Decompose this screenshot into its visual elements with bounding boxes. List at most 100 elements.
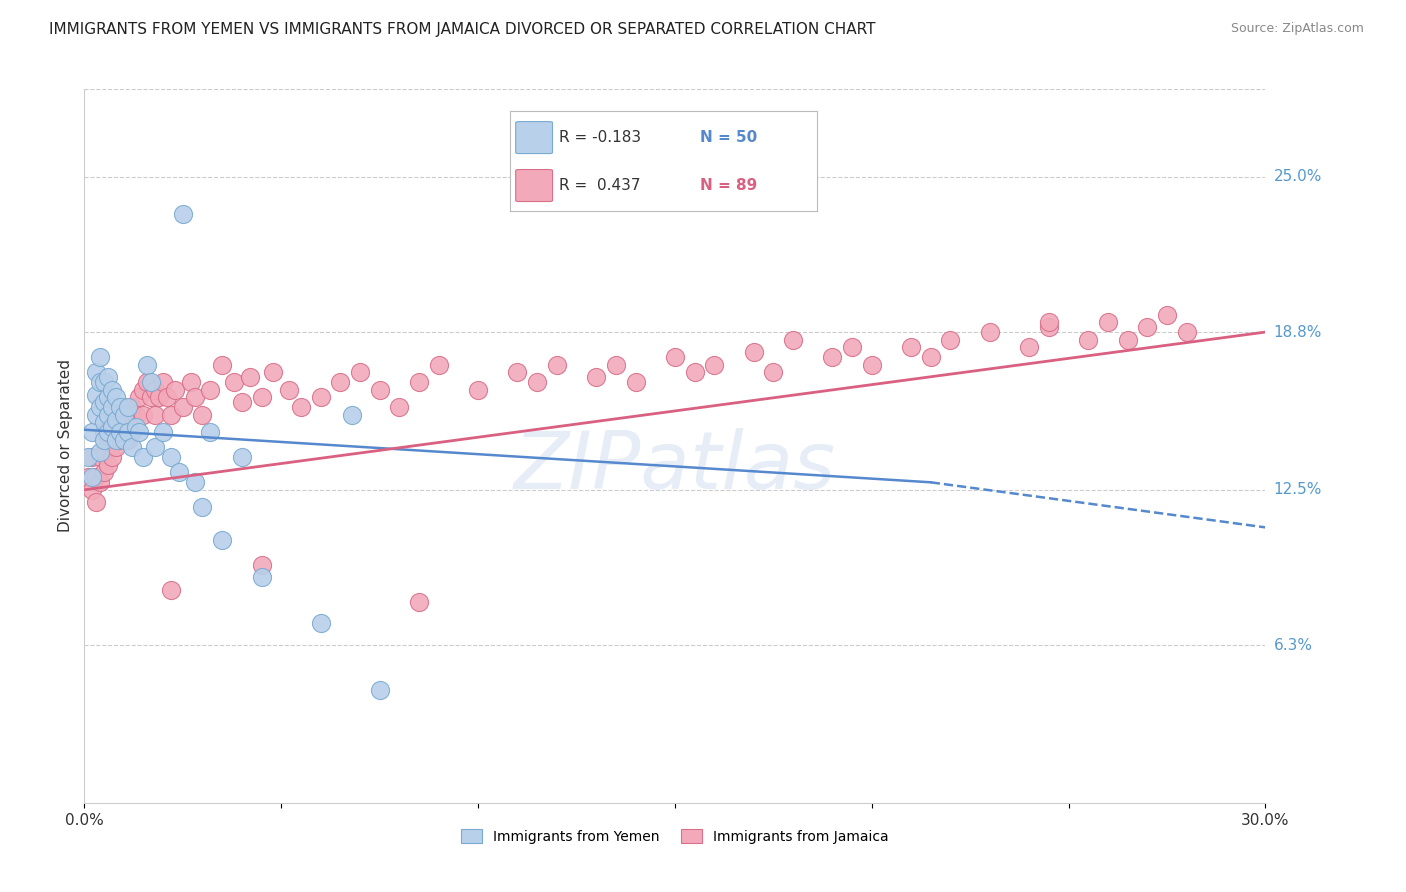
Point [506,365,529,379]
Point [117,433,139,447]
Point [191,500,214,515]
Point [108,400,131,414]
Point [112,408,135,422]
Point [143,408,166,422]
Point [93,445,115,459]
Point [408,375,430,389]
Point [89,350,111,364]
Point [309,390,332,404]
Point [841,340,863,354]
Point [89,450,111,465]
Point [180,375,202,389]
Point [89,375,111,389]
Point [262,365,284,379]
Point [163,383,186,397]
Point [250,570,273,584]
Point [546,358,568,372]
Point [141,390,163,404]
Point [104,440,127,454]
Point [200,383,222,397]
Point [89,400,111,414]
Point [231,395,253,409]
Point [762,365,785,379]
Point [388,400,411,414]
Point [84,408,107,422]
Point [101,400,124,414]
Point [624,375,647,389]
Point [97,425,120,440]
Point [117,425,139,440]
Point [782,333,804,347]
Point [117,400,139,414]
Point [278,383,301,397]
Point [211,358,233,372]
Point [101,450,124,465]
Point [979,325,1001,339]
Point [84,495,107,509]
Text: Source: ZipAtlas.com: Source: ZipAtlas.com [1230,22,1364,36]
Point [183,390,205,404]
Point [340,408,363,422]
Point [112,425,135,440]
Point [148,390,170,404]
Point [117,408,139,422]
Point [821,350,844,364]
Point [108,433,131,447]
Point [101,420,124,434]
Point [124,408,146,422]
Point [585,370,607,384]
Point [82,450,104,465]
Point [121,440,143,454]
Point [160,450,183,465]
Point [93,415,115,429]
Point [222,375,245,389]
Point [172,207,194,221]
Point [89,475,111,490]
Point [200,425,222,440]
Point [128,390,150,404]
Point [104,390,127,404]
Point [1038,320,1060,334]
Point [152,425,174,440]
Point [900,340,922,354]
Point [104,415,127,429]
Point [183,475,205,490]
Legend: Immigrants from Yemen, Immigrants from Jamaica: Immigrants from Yemen, Immigrants from J… [456,824,894,849]
Point [89,445,111,459]
Text: 12.5%: 12.5% [1274,483,1322,498]
Point [132,450,155,465]
Point [82,470,104,484]
Point [93,425,115,440]
Point [349,365,371,379]
Point [121,425,143,440]
Point [93,395,115,409]
Text: ZIPatlas: ZIPatlas [513,428,837,507]
Point [408,595,430,609]
Point [703,358,725,372]
Point [329,375,352,389]
Point [104,413,127,427]
Point [112,400,135,414]
Point [156,390,179,404]
Point [239,370,262,384]
Point [84,470,107,484]
Point [97,433,120,447]
Point [1136,320,1159,334]
Point [84,365,107,379]
Y-axis label: Divorced or Separated: Divorced or Separated [58,359,73,533]
Point [77,470,100,484]
Text: 6.3%: 6.3% [1274,638,1313,653]
Point [1116,333,1139,347]
Point [211,533,233,547]
Point [368,383,391,397]
Point [742,345,765,359]
Text: 18.8%: 18.8% [1274,325,1322,340]
Point [167,465,190,479]
Point [108,408,131,422]
Point [143,383,166,397]
Point [172,400,194,414]
Point [97,408,120,422]
Point [121,400,143,414]
Point [664,350,686,364]
Point [160,582,183,597]
